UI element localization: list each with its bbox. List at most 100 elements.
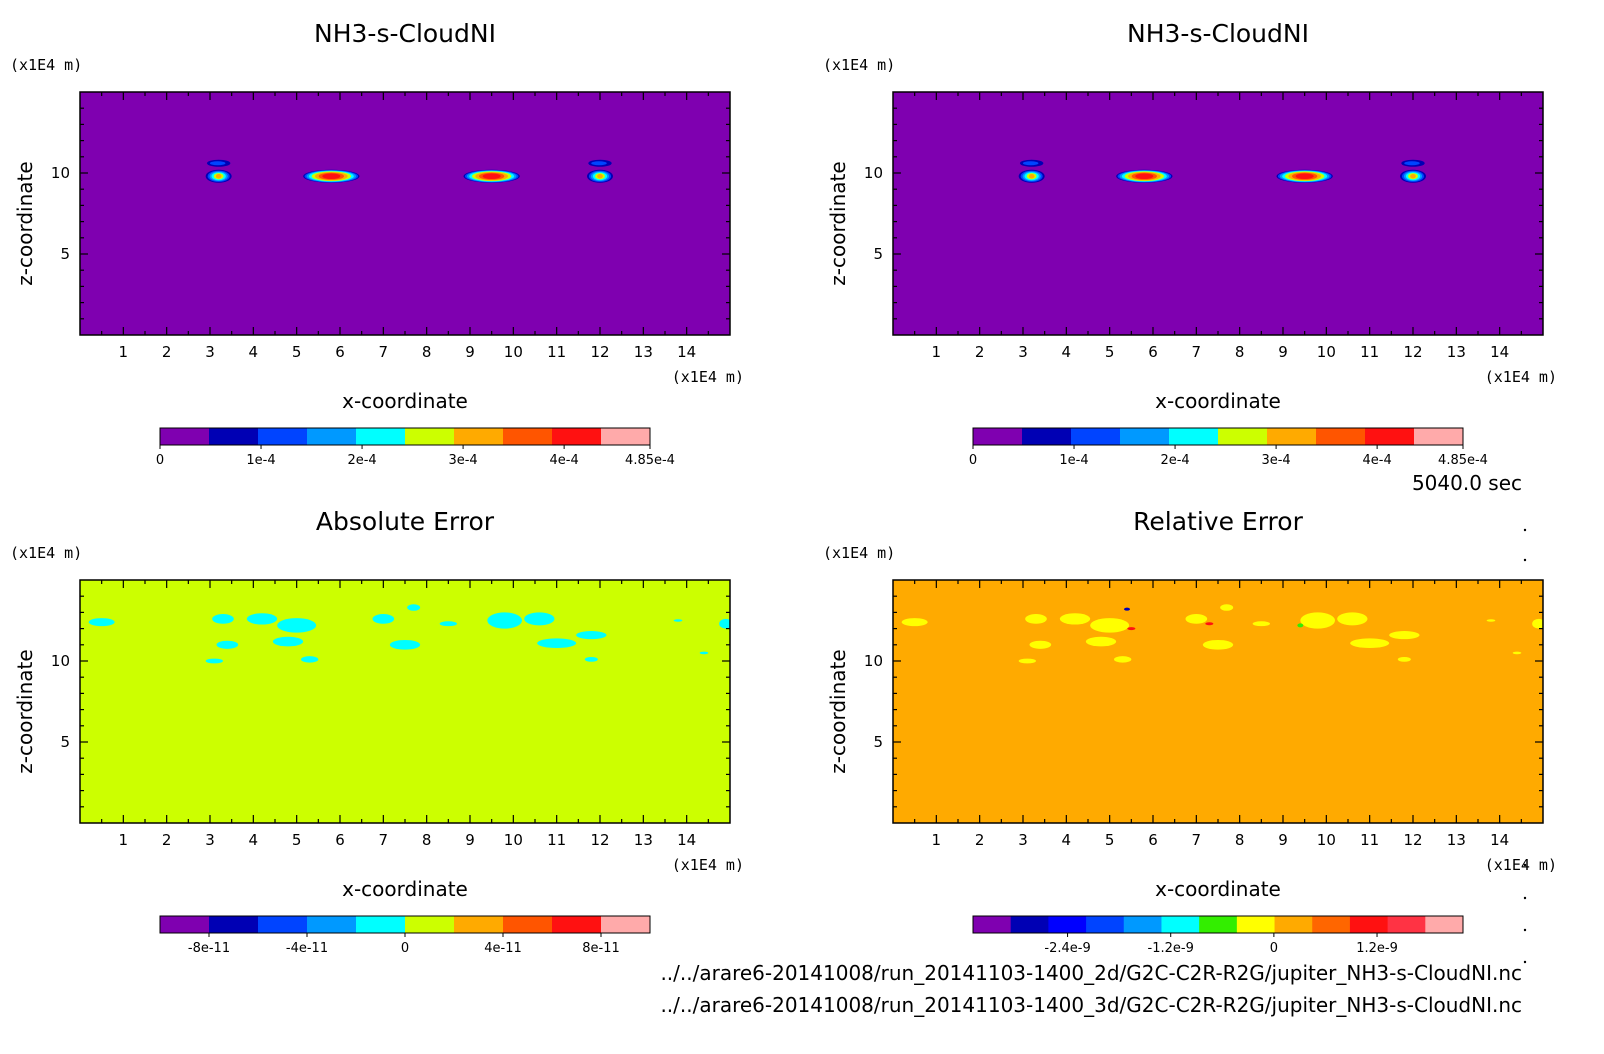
- colorbar-swatch: [1071, 428, 1121, 445]
- x-tick-label: 6: [335, 831, 345, 849]
- error-patch: [272, 636, 304, 647]
- file-path-2d: ../../arare6-20141008/run_20141103-1400_…: [660, 961, 1522, 985]
- error-patch: [1389, 631, 1420, 640]
- colorbar-swatch: [1387, 916, 1426, 933]
- x-tick-label: 7: [379, 831, 389, 849]
- colorbar-swatch: [454, 916, 504, 933]
- panel-title: Absolute Error: [316, 507, 495, 536]
- error-patch: [372, 614, 395, 624]
- x-tick-label: 12: [590, 831, 609, 849]
- error-patch: [1337, 612, 1368, 626]
- x-tick-label: 7: [1192, 831, 1202, 849]
- colorbar-swatch: [1161, 916, 1200, 933]
- error-patch: [1512, 651, 1522, 655]
- error-patch: [216, 640, 239, 649]
- colorbar-swatch: [209, 916, 259, 933]
- x-tick-label: 3: [1018, 343, 1028, 361]
- error-patch: [1114, 656, 1132, 663]
- y-tick-label: 10: [51, 164, 70, 182]
- colorbar-label: 0: [969, 453, 977, 468]
- x-tick-label: 4: [1062, 831, 1072, 849]
- colorbar-swatch: [1120, 428, 1170, 445]
- cloud-feature: [1018, 159, 1045, 183]
- colorbar-swatch: [1123, 916, 1162, 933]
- colorbar-swatch: [1414, 428, 1464, 445]
- colorbar-label: -8e-11: [188, 941, 230, 956]
- error-patch: [1202, 639, 1234, 650]
- colorbar-swatch: [454, 428, 504, 445]
- error-patch: [88, 618, 115, 627]
- colorbar-label: -2.4e-9: [1044, 941, 1090, 956]
- panel-1: NH3-s-CloudNI(x1E4 m)(x1E4 m)1 2 3 4 5 6 7 8 9 10…: [10, 19, 744, 468]
- colorbar-swatch: [1267, 428, 1317, 445]
- plot-field: [893, 580, 1543, 823]
- colorbar-label: 2e-4: [347, 453, 376, 468]
- x-tick-label: 10: [504, 831, 523, 849]
- cloud-contour: [1410, 174, 1416, 179]
- x-tick-label: 9: [465, 831, 475, 849]
- y-unit-label: (x1E4 m): [823, 56, 895, 74]
- y-axis-label: z-coordinate: [826, 161, 850, 285]
- cloud-contour: [1028, 174, 1035, 179]
- colorbar-swatch: [1022, 428, 1072, 445]
- colorbar-swatch: [1010, 916, 1049, 933]
- colorbar-label: -1.2e-9: [1148, 941, 1194, 956]
- cloud-feature: [1400, 159, 1426, 183]
- colorbar-label: 8e-11: [582, 941, 620, 956]
- colorbar-swatch: [1218, 428, 1268, 445]
- x-tick-label: 5: [1105, 343, 1115, 361]
- error-patch: [246, 613, 278, 625]
- x-unit-label: (x1E4 m): [672, 856, 744, 874]
- error-patch: [407, 604, 421, 611]
- colorbar-swatch: [503, 428, 553, 445]
- colorbar-frame: [972, 427, 1464, 446]
- x-tick-label: 11: [547, 831, 566, 849]
- colorbar-swatch: [405, 916, 455, 933]
- colorbar-swatch: [405, 428, 455, 445]
- error-patch-blue: [1124, 607, 1130, 611]
- error-patch: [1018, 658, 1036, 664]
- colorbar-label: 4e-4: [550, 453, 579, 468]
- cloud-anvil-core: [1022, 161, 1039, 166]
- panel-3: Absolute Error(x1E4 m)(x1E4 m)1 2 3 4 5 6 7 8 9 1…: [10, 507, 744, 956]
- x-axis-label: x-coordinate: [342, 389, 468, 413]
- colorbar-swatch: [1199, 916, 1238, 933]
- x-tick-label: 6: [1148, 831, 1158, 849]
- error-patch: [537, 638, 577, 649]
- colorbar-swatch: [307, 916, 357, 933]
- y-tick-label: 10: [864, 652, 883, 670]
- colorbar-label: 3e-4: [448, 453, 477, 468]
- panel-4: Relative Error(x1E4 m)(x1E4 m)1 2 3 4 5 6 7 8 9 1…: [823, 507, 1557, 956]
- colorbar-swatch: [209, 428, 259, 445]
- y-unit-label: (x1E4 m): [10, 56, 82, 74]
- cloud-feature: [1276, 169, 1333, 183]
- x-tick-label: 8: [422, 831, 432, 849]
- colorbar-swatch: [1316, 428, 1366, 445]
- error-patch: [1397, 656, 1411, 662]
- x-unit-label: (x1E4 m): [1485, 856, 1557, 874]
- x-tick-label: 14: [1490, 343, 1509, 361]
- error-patch: [673, 619, 683, 622]
- panel-title: Relative Error: [1133, 507, 1303, 536]
- error-patch: [719, 618, 730, 629]
- error-patch: [1350, 638, 1390, 649]
- colorbar-swatch: [552, 428, 602, 445]
- field-background: [80, 92, 730, 335]
- colorbar-swatch: [973, 428, 1023, 445]
- error-patch: [1486, 619, 1496, 622]
- y-tick-label: 10: [864, 164, 883, 182]
- colorbar-label: 4e-11: [484, 941, 522, 956]
- y-axis-label: z-coordinate: [13, 649, 37, 773]
- y-unit-label: (x1E4 m): [10, 544, 82, 562]
- plot-field: [893, 92, 1543, 335]
- x-tick-label: 4: [249, 831, 259, 849]
- colorbar-swatch: [258, 428, 308, 445]
- error-patch: [1090, 618, 1130, 633]
- x-tick-label: 3: [205, 343, 215, 361]
- x-tick-label: 5: [1105, 831, 1115, 849]
- field-background: [893, 92, 1543, 335]
- x-tick-label: 8: [422, 343, 432, 361]
- x-tick-label: 4: [249, 343, 259, 361]
- y-axis-label: z-coordinate: [826, 649, 850, 773]
